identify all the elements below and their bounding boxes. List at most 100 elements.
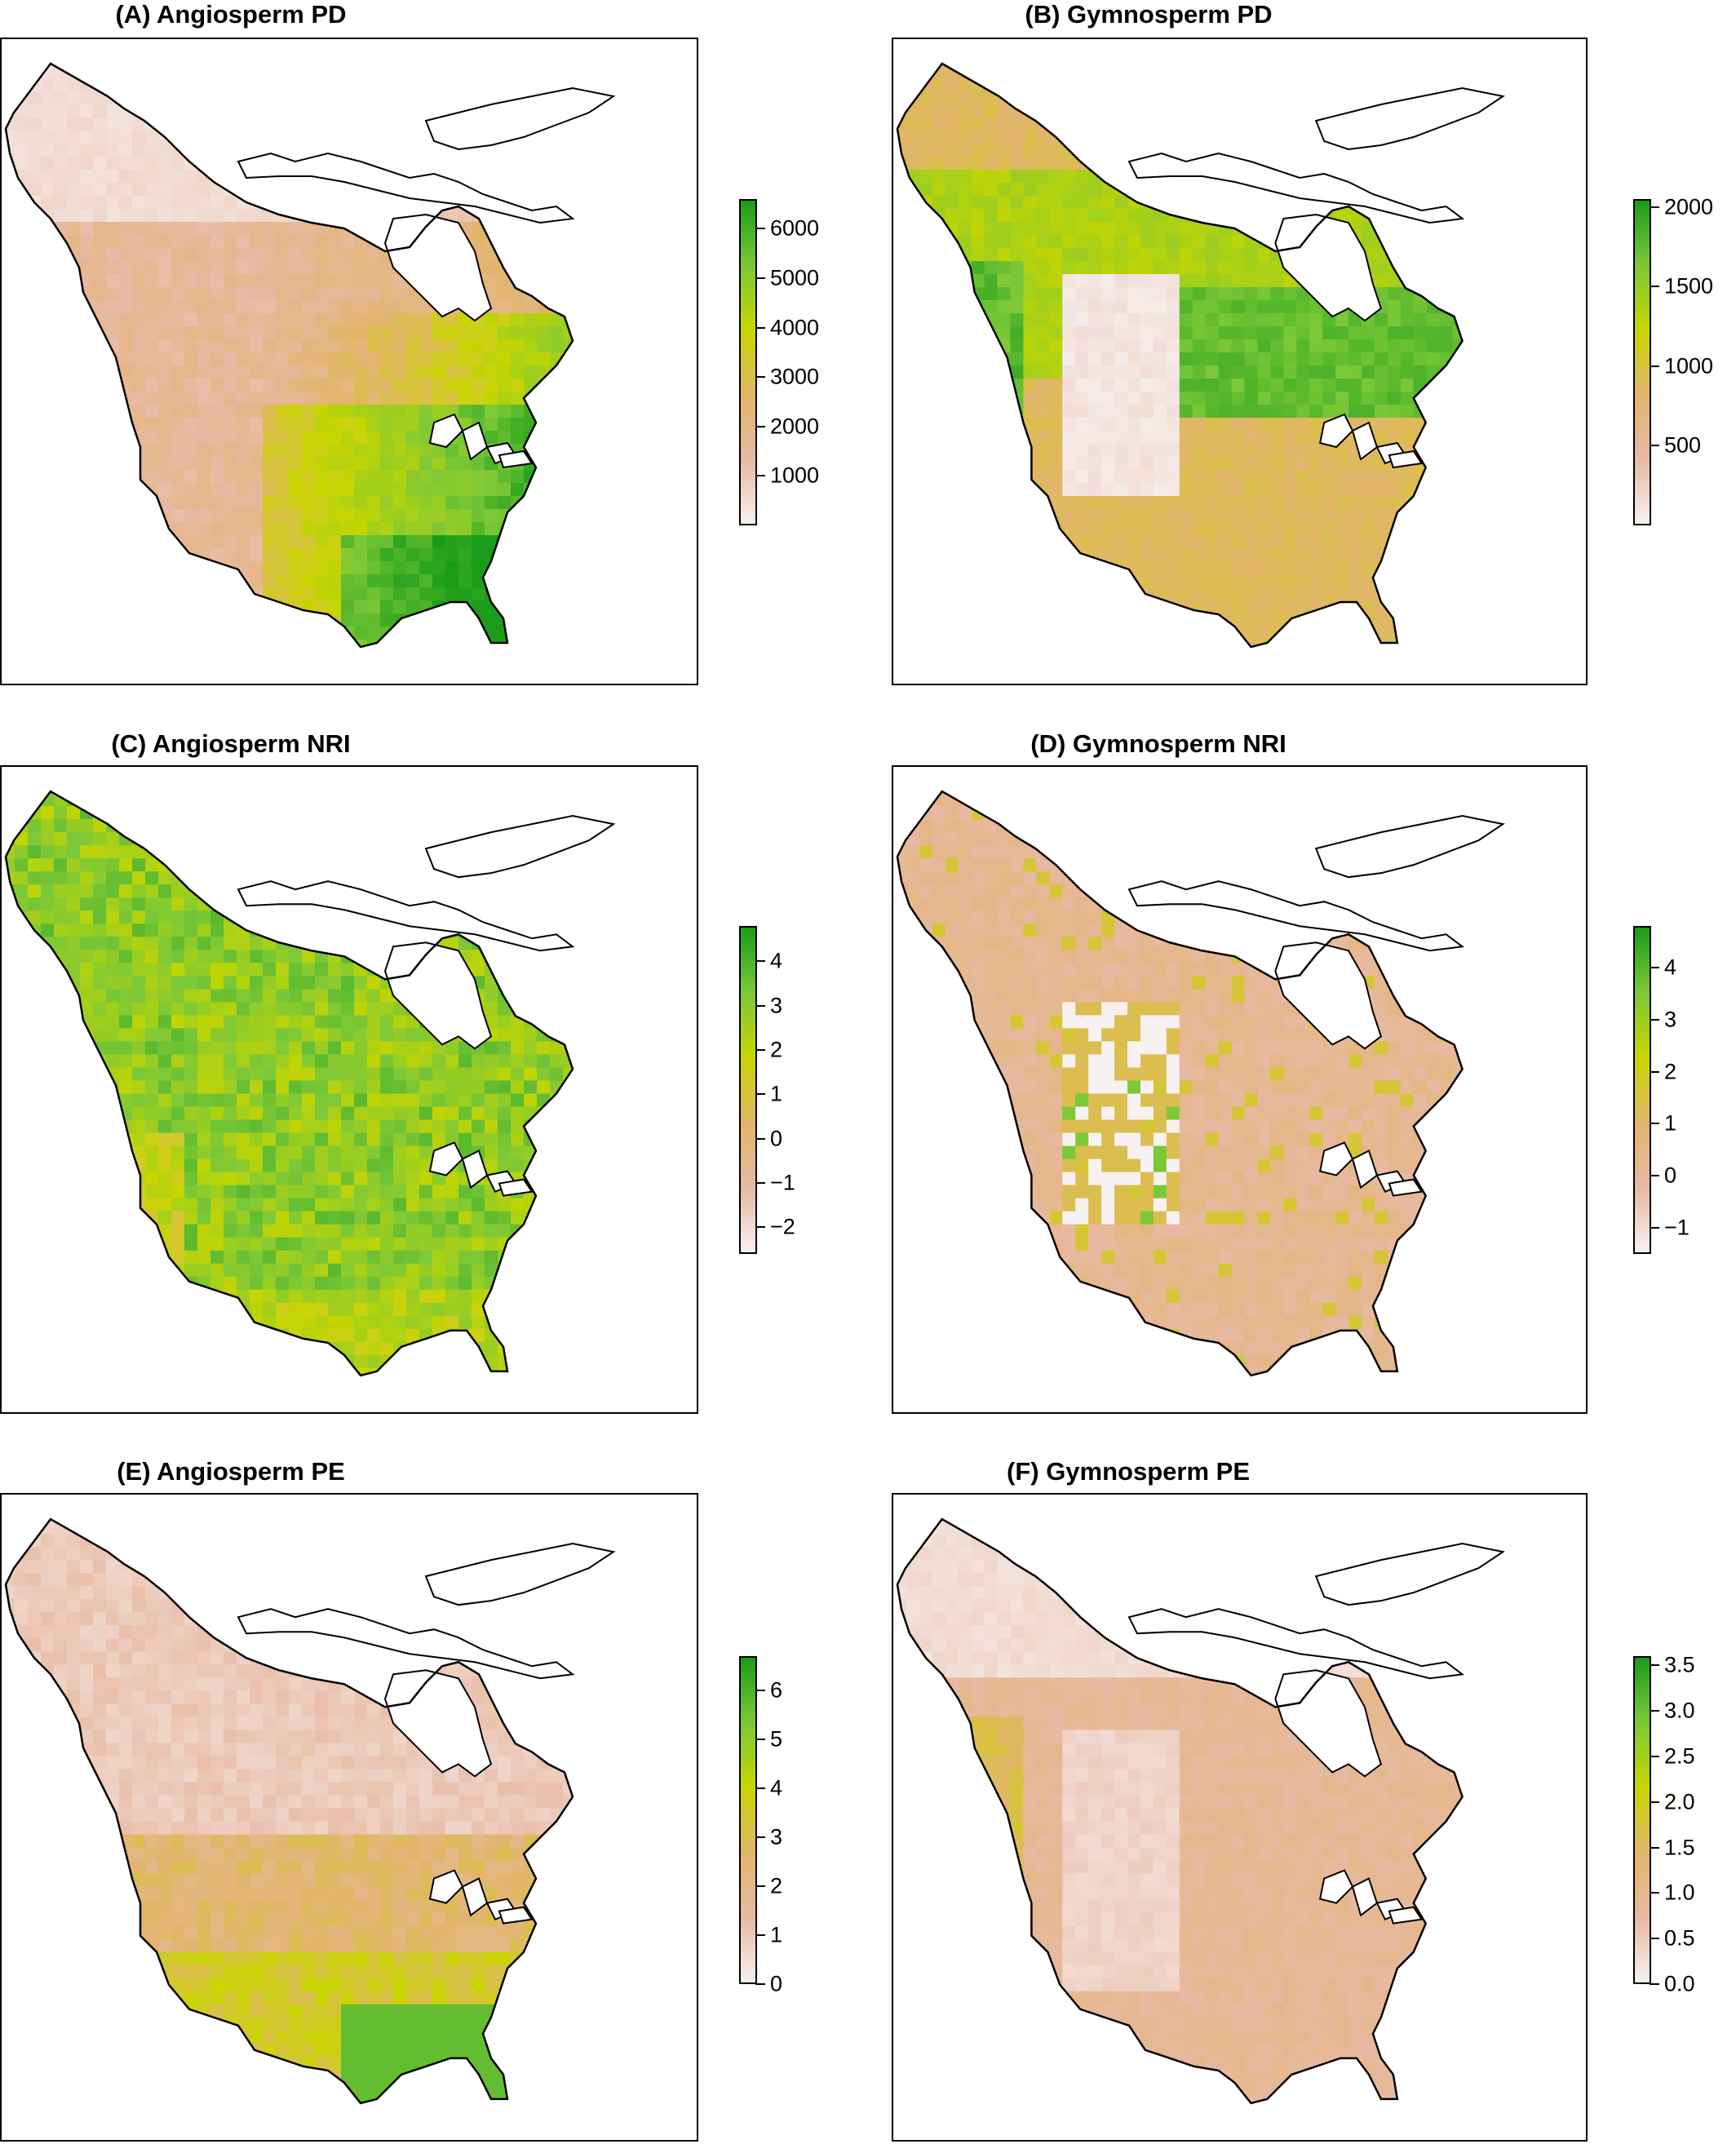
raster-cell — [1570, 52, 1583, 66]
raster-cell — [1270, 39, 1283, 53]
raster-cell — [971, 535, 985, 549]
raster-cell — [315, 653, 329, 667]
raster-cell — [197, 209, 211, 223]
raster-cell — [524, 170, 538, 184]
raster-cell — [550, 131, 564, 144]
raster-cell — [250, 431, 264, 445]
raster-cell — [419, 144, 433, 157]
raster-cell — [315, 104, 329, 118]
raster-cell — [67, 78, 81, 92]
raster-cell — [289, 104, 303, 118]
raster-cell — [158, 104, 172, 118]
raster-cell — [28, 235, 42, 249]
raster-cell — [641, 444, 655, 458]
raster-cell — [919, 274, 933, 288]
raster-cell — [971, 196, 985, 210]
raster-cell — [693, 548, 698, 562]
raster-cell — [563, 574, 573, 588]
raster-cell — [106, 496, 120, 510]
raster-cell — [445, 561, 459, 575]
raster-cell — [1270, 261, 1284, 275]
raster-cell — [654, 574, 668, 588]
raster-cell — [1335, 91, 1349, 105]
raster-cell — [119, 326, 133, 340]
raster-cell — [1530, 548, 1543, 562]
raster-cell — [1478, 209, 1491, 223]
raster-cell — [1088, 405, 1102, 419]
raster-cell — [1153, 64, 1167, 66]
raster-cell — [41, 287, 55, 301]
raster-cell — [1504, 365, 1517, 379]
raster-cell — [984, 131, 999, 144]
raster-cell — [237, 183, 250, 197]
raster-cell — [897, 248, 907, 262]
raster-cell — [693, 418, 698, 432]
raster-cell — [1570, 170, 1583, 184]
raster-cell — [1504, 574, 1517, 588]
raster-cell — [1413, 248, 1428, 262]
raster-cell — [1179, 104, 1194, 118]
raster-cell — [1270, 561, 1284, 575]
raster-cell — [1504, 78, 1517, 92]
raster-cell — [680, 183, 694, 197]
raster-cell — [1166, 274, 1180, 288]
raster-cell — [1466, 65, 1479, 79]
raster-cell — [1218, 457, 1233, 471]
raster-cell — [602, 548, 616, 562]
raster-cell — [511, 509, 525, 523]
raster-cell — [997, 574, 1011, 588]
raster-cell — [537, 352, 551, 366]
raster-cell — [511, 392, 525, 405]
raster-cell — [1270, 457, 1284, 471]
raster-cell — [945, 287, 959, 301]
raster-cell — [263, 405, 277, 419]
raster-cell — [1010, 196, 1024, 210]
raster-cell — [1322, 457, 1336, 471]
raster-cell — [576, 65, 590, 79]
raster-cell — [1452, 131, 1463, 144]
raster-cell — [615, 287, 629, 301]
raster-cell — [589, 196, 603, 210]
raster-cell — [302, 548, 316, 562]
raster-cell — [1583, 91, 1588, 105]
raster-cell — [380, 352, 394, 366]
raster-cell — [1296, 78, 1310, 92]
raster-cell — [380, 78, 394, 92]
raster-cell — [537, 248, 551, 262]
raster-cell — [380, 209, 394, 223]
raster-cell — [132, 379, 146, 392]
raster-cell — [406, 600, 420, 614]
raster-cell — [1361, 535, 1375, 549]
raster-cell — [41, 457, 55, 471]
raster-cell — [1166, 470, 1180, 484]
raster-cell — [250, 496, 264, 510]
raster-cell — [237, 548, 250, 562]
raster-cell — [984, 352, 999, 366]
raster-cell — [641, 535, 655, 549]
raster-cell — [1426, 131, 1441, 144]
raster-cell — [276, 339, 290, 353]
raster-cell — [1283, 144, 1297, 157]
raster-cell — [354, 209, 368, 223]
raster-cell — [419, 39, 433, 53]
raster-cell — [680, 78, 694, 92]
raster-cell — [971, 104, 985, 118]
raster-cell — [1530, 157, 1543, 171]
raster-cell — [132, 235, 146, 249]
raster-cell — [906, 287, 920, 301]
raster-cell — [406, 509, 420, 523]
raster-cell — [158, 78, 172, 92]
raster-cell — [1570, 535, 1583, 549]
raster-cell — [145, 352, 159, 366]
raster-cell — [41, 313, 55, 327]
raster-cell — [654, 470, 668, 484]
raster-cell — [1309, 418, 1323, 432]
raster-cell — [1179, 405, 1194, 419]
raster-cell — [184, 300, 198, 314]
raster-cell — [210, 144, 224, 157]
raster-cell — [1478, 78, 1491, 92]
raster-cell — [302, 222, 316, 236]
raster-cell — [1101, 365, 1115, 379]
raster-cell — [628, 248, 642, 262]
raster-cell — [472, 653, 485, 667]
